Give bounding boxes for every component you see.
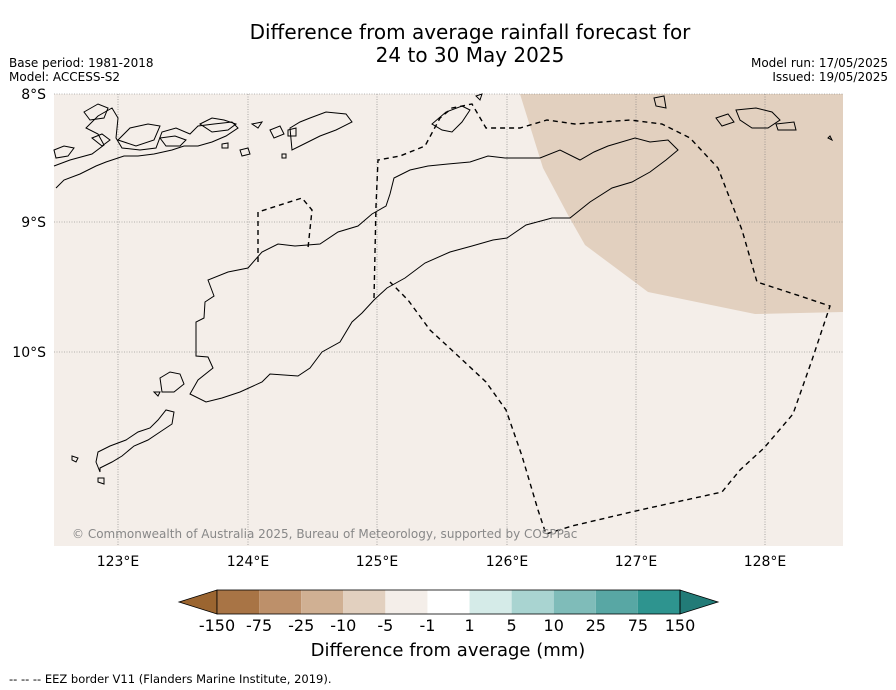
colorbar-tick-label: 150	[665, 616, 696, 635]
map-title-line-1: Difference from average rainfall forecas…	[249, 20, 691, 44]
colorbar-tick-label: -25	[288, 616, 314, 635]
model-run-text: Model run: 17/05/2025	[750, 56, 888, 70]
lon-label-128e: 128°E	[744, 554, 787, 570]
colorbar-tick-label: 25	[586, 616, 606, 635]
colorbar-tick-label: -10	[330, 616, 356, 635]
colorbar-tick-label: -5	[377, 616, 393, 635]
land-outlines	[53, 93, 834, 485]
colorbar-extend-left	[177, 589, 218, 615]
meta-left: Base period: 1981-2018 Model: ACCESS-S2	[9, 56, 154, 84]
lon-label-126e: 126°E	[486, 554, 529, 570]
colorbar-swatch	[259, 590, 302, 614]
colorbar-swatch	[595, 590, 638, 614]
copyright-text: © Commonwealth of Australia 2025, Bureau…	[72, 527, 577, 541]
colorbar-outline	[216, 589, 681, 615]
lat-label-10s: 10°S	[12, 345, 46, 361]
base-period-text: Base period: 1981-2018	[9, 56, 154, 70]
issued-text: Issued: 19/05/2025	[772, 70, 888, 84]
colorbar-tick-label: 75	[628, 616, 648, 635]
colorbar-swatch	[427, 590, 470, 614]
lat-label-9s: 9°S	[21, 215, 46, 231]
map-title-line-2: 24 to 30 May 2025	[375, 43, 565, 67]
colorbar-tick-label: 1	[464, 616, 474, 635]
colorbar-tick-label: 10	[544, 616, 564, 635]
colorbar-swatch	[343, 590, 386, 614]
eez-border	[257, 103, 831, 535]
colorbar-swatch	[553, 590, 596, 614]
model-text: Model: ACCESS-S2	[9, 70, 121, 84]
colorbar-swatch	[469, 590, 512, 614]
colorbar-swatch	[637, 590, 680, 614]
lon-label-124e: 124°E	[227, 554, 270, 570]
colorbar-tick-label: -150	[199, 616, 235, 635]
colorbar-extend-right	[679, 589, 720, 615]
eez-footer-note: -- -- -- EEZ border V11 (Flanders Marine…	[9, 672, 332, 686]
colorbar-tick-label: -75	[246, 616, 272, 635]
lat-label-8s: 8°S	[21, 87, 46, 103]
colorbar-swatch	[301, 590, 344, 614]
colorbar-swatch	[217, 590, 260, 614]
meta-right: Model run: 17/05/2025 Issued: 19/05/2025	[751, 56, 888, 84]
lon-label-123e: 123°E	[97, 554, 140, 570]
lon-label-125e: 125°E	[356, 554, 399, 570]
colorbar-swatch	[385, 590, 428, 614]
colorbar-tick-label: 5	[507, 616, 517, 635]
grid-lines	[54, 93, 843, 546]
colorbar-label: Difference from average (mm)	[310, 640, 586, 661]
colorbar-tick-label: -1	[419, 616, 435, 635]
colorbar: -150 -75 -25 -10 -5 -1 1 5 10 25 75 150	[177, 589, 720, 635]
lon-label-127e: 127°E	[615, 554, 658, 570]
colorbar-swatch	[511, 590, 554, 614]
